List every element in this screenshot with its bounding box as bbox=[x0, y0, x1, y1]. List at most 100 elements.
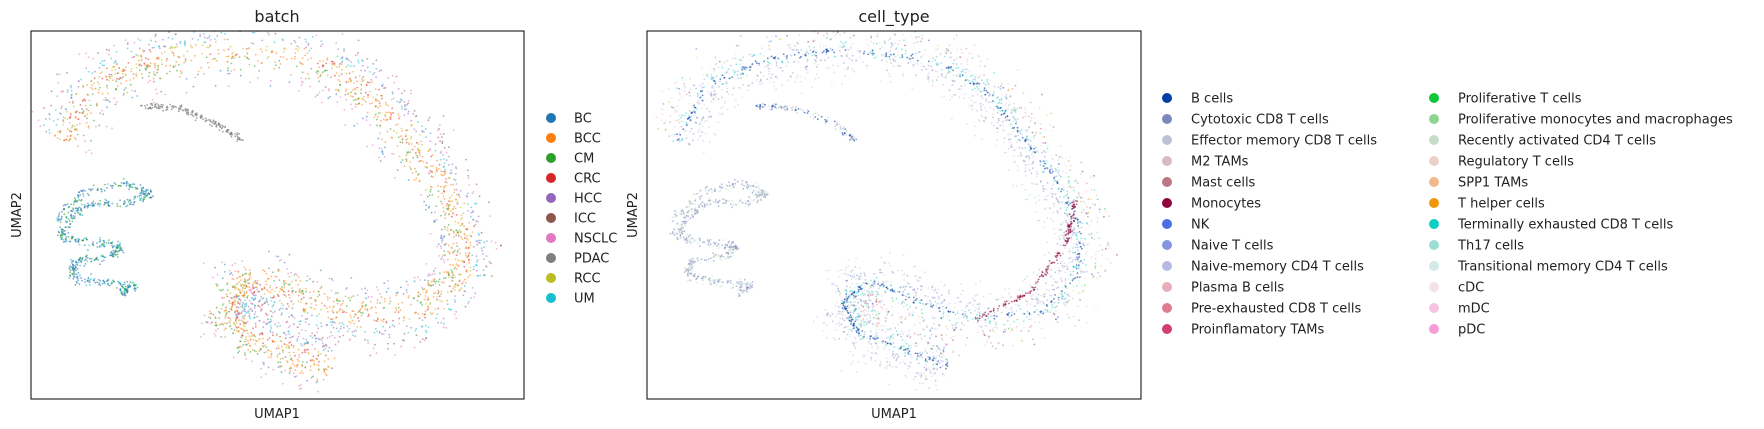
batch-point bbox=[431, 154, 434, 157]
batch-point bbox=[262, 297, 265, 300]
batch-point bbox=[270, 299, 273, 302]
batch-point bbox=[292, 372, 295, 375]
cell-type-point bbox=[1034, 291, 1037, 294]
batch-point bbox=[333, 321, 336, 324]
cell-type-point bbox=[688, 110, 691, 112]
batch-point bbox=[254, 339, 257, 342]
batch-point bbox=[123, 289, 126, 292]
batch-point bbox=[243, 291, 246, 294]
legend-label-bcc: BCC bbox=[574, 132, 601, 147]
cell-type-point bbox=[1026, 198, 1029, 201]
batch-point bbox=[430, 165, 432, 167]
batch-point bbox=[319, 269, 322, 272]
batch-point bbox=[336, 299, 339, 302]
batch-point bbox=[379, 160, 382, 162]
batch-point bbox=[291, 307, 294, 310]
batch-point bbox=[291, 360, 294, 362]
cell-type-point bbox=[1063, 236, 1065, 239]
cell-type-point bbox=[878, 41, 881, 44]
batch-point bbox=[443, 322, 445, 325]
batch-point bbox=[453, 267, 456, 270]
cell-type-point bbox=[1007, 138, 1010, 141]
batch-point bbox=[187, 108, 189, 111]
batch-point bbox=[73, 272, 75, 275]
batch-point bbox=[244, 299, 247, 302]
cell-type-point bbox=[866, 64, 868, 67]
batch-point bbox=[367, 96, 369, 98]
cell-type-point bbox=[1055, 318, 1057, 321]
cell-type-point bbox=[805, 66, 808, 68]
batch-point bbox=[382, 320, 384, 323]
batch-point bbox=[467, 255, 470, 257]
batch-point bbox=[449, 308, 451, 311]
batch-point bbox=[349, 65, 352, 68]
cell-type-point bbox=[1020, 330, 1023, 332]
batch-point bbox=[455, 254, 458, 256]
cell-type-point bbox=[1108, 215, 1111, 218]
batch-point bbox=[214, 120, 217, 123]
cell-type-point bbox=[960, 70, 963, 73]
batch-point bbox=[248, 299, 251, 302]
batch-point bbox=[421, 312, 424, 315]
cell-type-point bbox=[889, 327, 892, 330]
cell-type-point bbox=[775, 35, 777, 38]
batch-point bbox=[335, 327, 338, 330]
batch-point bbox=[162, 104, 164, 106]
cell-type-point bbox=[896, 366, 898, 369]
batch-point bbox=[315, 71, 318, 73]
batch-point bbox=[93, 119, 95, 122]
batch-point bbox=[313, 298, 316, 301]
batch-point bbox=[243, 340, 246, 343]
batch-point bbox=[243, 55, 246, 58]
batch-point bbox=[76, 264, 79, 266]
batch-point bbox=[288, 372, 291, 374]
legend-label-hcc: HCC bbox=[574, 192, 602, 207]
batch-point bbox=[340, 61, 343, 64]
batch-point bbox=[206, 37, 209, 40]
batch-point bbox=[275, 52, 278, 54]
cell-type-point bbox=[958, 354, 960, 357]
cell-type-point bbox=[1063, 265, 1066, 268]
batch-point bbox=[483, 246, 486, 249]
batch-point bbox=[126, 91, 129, 94]
cell-type-point bbox=[1070, 256, 1072, 259]
cell-type-point bbox=[1077, 279, 1080, 282]
cell-type-point bbox=[710, 95, 713, 97]
batch-point bbox=[272, 311, 274, 314]
cell-type-point bbox=[1041, 171, 1044, 173]
batch-point bbox=[215, 306, 218, 309]
batch-point bbox=[430, 280, 433, 283]
batch-point bbox=[91, 243, 94, 245]
batch-point bbox=[255, 294, 257, 297]
batch-point bbox=[236, 20, 238, 22]
batch-point bbox=[375, 67, 378, 70]
batch-point bbox=[279, 63, 282, 65]
batch-point bbox=[375, 76, 377, 79]
batch-point bbox=[43, 107, 45, 109]
batch-point bbox=[126, 47, 129, 50]
cell-type-point bbox=[876, 312, 878, 314]
batch-point bbox=[408, 295, 410, 297]
batch-point bbox=[63, 229, 66, 232]
batch-point bbox=[341, 63, 343, 66]
batch-point bbox=[202, 262, 205, 265]
batch-point bbox=[239, 68, 242, 71]
cell-type-point bbox=[1058, 228, 1061, 231]
batch-point bbox=[98, 83, 100, 85]
cell-type-point bbox=[899, 333, 901, 336]
batch-point bbox=[70, 84, 72, 87]
cell-type-point bbox=[891, 270, 894, 273]
batch-point bbox=[315, 304, 318, 307]
cell-type-point bbox=[937, 320, 940, 323]
batch-point bbox=[449, 172, 452, 174]
batch-point bbox=[185, 112, 188, 114]
batch-point bbox=[444, 217, 446, 220]
batch-point bbox=[251, 310, 254, 313]
cell-type-point bbox=[864, 293, 866, 295]
batch-point bbox=[316, 94, 319, 96]
batch-point bbox=[400, 127, 403, 130]
cell-type-point bbox=[706, 107, 708, 109]
batch-point bbox=[281, 307, 284, 310]
batch-point bbox=[105, 201, 108, 204]
cell-type-point bbox=[1058, 202, 1061, 204]
